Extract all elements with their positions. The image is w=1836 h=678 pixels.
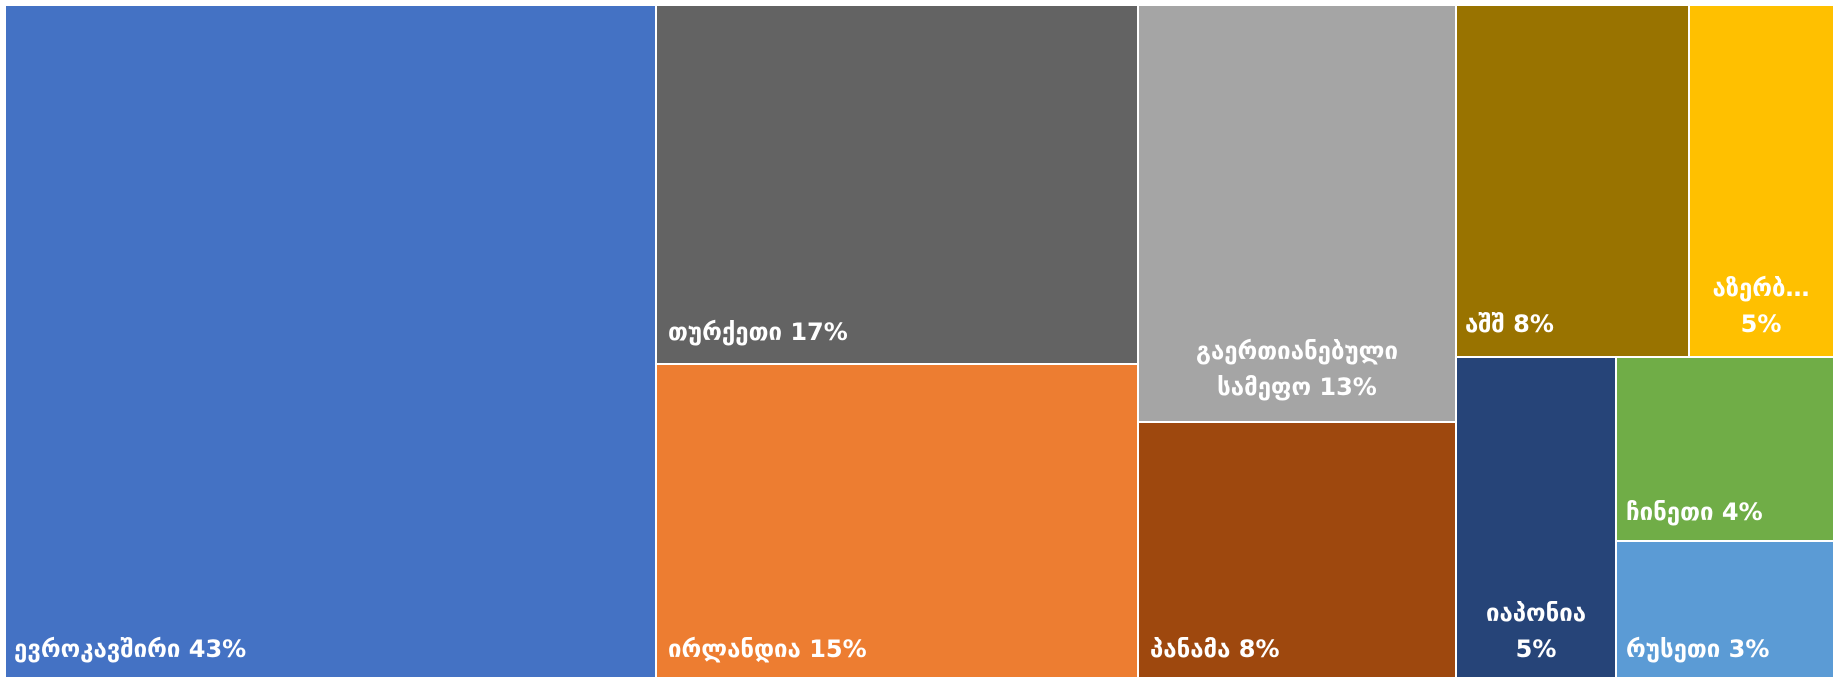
tile-label: ირლანდია 15% [668, 635, 867, 663]
tile-label: 5% [1516, 635, 1557, 663]
tile-rect [1615, 540, 1835, 678]
tile-rect [1137, 4, 1457, 423]
tile-label: აშშ 8% [1465, 310, 1554, 338]
tile-label: გაერთიანებული [1196, 337, 1398, 365]
tile-rect [1688, 4, 1835, 358]
tile-8: იაპონია 5% [1455, 356, 1617, 678]
tile-9: ჩინეთი 4% [1615, 356, 1835, 542]
tile-3: ირლანდია 15% [655, 363, 1139, 678]
tile-4: გაერთიანებული სამეფო 13% [1137, 4, 1457, 423]
tile-rect [1615, 356, 1835, 542]
tile-10: რუსეთი 3% [1615, 540, 1835, 678]
tile-6: აშშ 8% [1455, 4, 1690, 358]
tile-rect [1455, 356, 1617, 678]
tile-7: აზერბ… 5% [1688, 4, 1835, 358]
tile-rect [1137, 421, 1457, 678]
tile-label: თურქეთი 17% [668, 318, 848, 346]
tile-rect [4, 4, 657, 678]
tile-rect [655, 4, 1139, 365]
tile-label: იაპონია [1486, 599, 1586, 627]
tile-1: ევროკავშირი 43% [4, 4, 657, 678]
tile-label: აზერბ… [1712, 274, 1809, 302]
tile-label: რუსეთი 3% [1626, 635, 1769, 663]
tile-rect [1455, 4, 1690, 358]
tile-label: სამეფო 13% [1217, 373, 1377, 401]
tile-label: ევროკავშირი 43% [14, 635, 246, 663]
tile-5: პანამა 8% [1137, 421, 1457, 678]
tile-2: თურქეთი 17% [655, 4, 1139, 365]
tile-label: ჩინეთი 4% [1626, 498, 1763, 526]
tile-label: 5% [1741, 310, 1782, 338]
tile-rect [655, 363, 1139, 678]
tile-label: პანამა 8% [1150, 635, 1280, 663]
